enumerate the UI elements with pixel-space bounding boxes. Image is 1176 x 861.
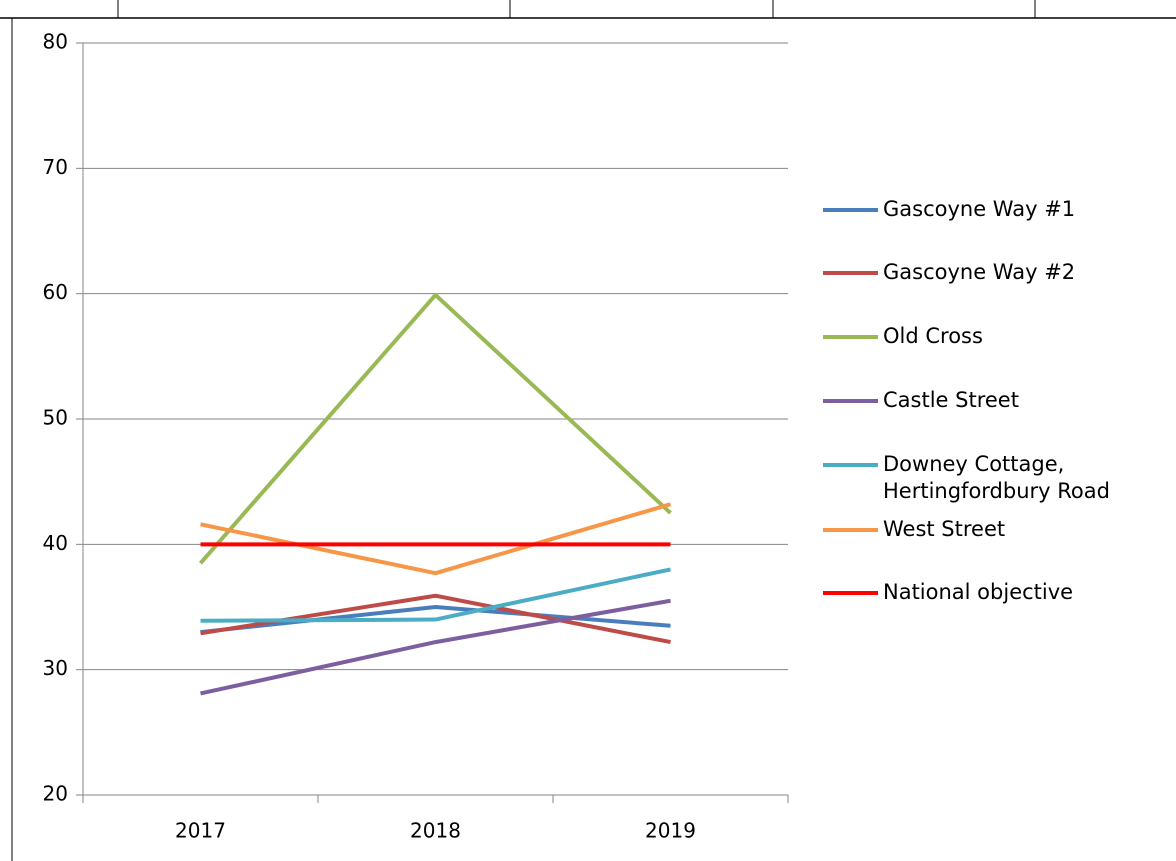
y-tick-label: 50	[43, 406, 68, 430]
y-tick-label: 70	[43, 155, 68, 179]
series-line	[200, 598, 671, 696]
legend-label: Gascoyne Way #1	[883, 197, 1076, 221]
legend-label: Castle Street	[883, 388, 1019, 412]
series-line	[200, 502, 672, 576]
legend-label: West Street	[883, 517, 1006, 541]
series-line	[200, 567, 671, 623]
y-tick-label: 40	[43, 531, 68, 555]
legend-label: National objective	[883, 580, 1074, 604]
y-tick-label: 30	[43, 656, 68, 680]
legend-label: Gascoyne Way #2	[883, 260, 1076, 284]
series-line	[200, 605, 671, 635]
x-tick-label: 2019	[645, 819, 696, 843]
x-tick-label: 2017	[175, 819, 226, 843]
legend-label: Old Cross	[883, 324, 983, 348]
y-tick-label: 60	[43, 280, 68, 304]
x-tick-label: 2018	[410, 819, 461, 843]
legend-label: Downey Cottage, Hertingfordbury Road	[883, 452, 1110, 503]
y-tick-label: 80	[43, 30, 68, 54]
y-tick-label: 20	[43, 782, 68, 806]
series-line	[198, 292, 672, 565]
